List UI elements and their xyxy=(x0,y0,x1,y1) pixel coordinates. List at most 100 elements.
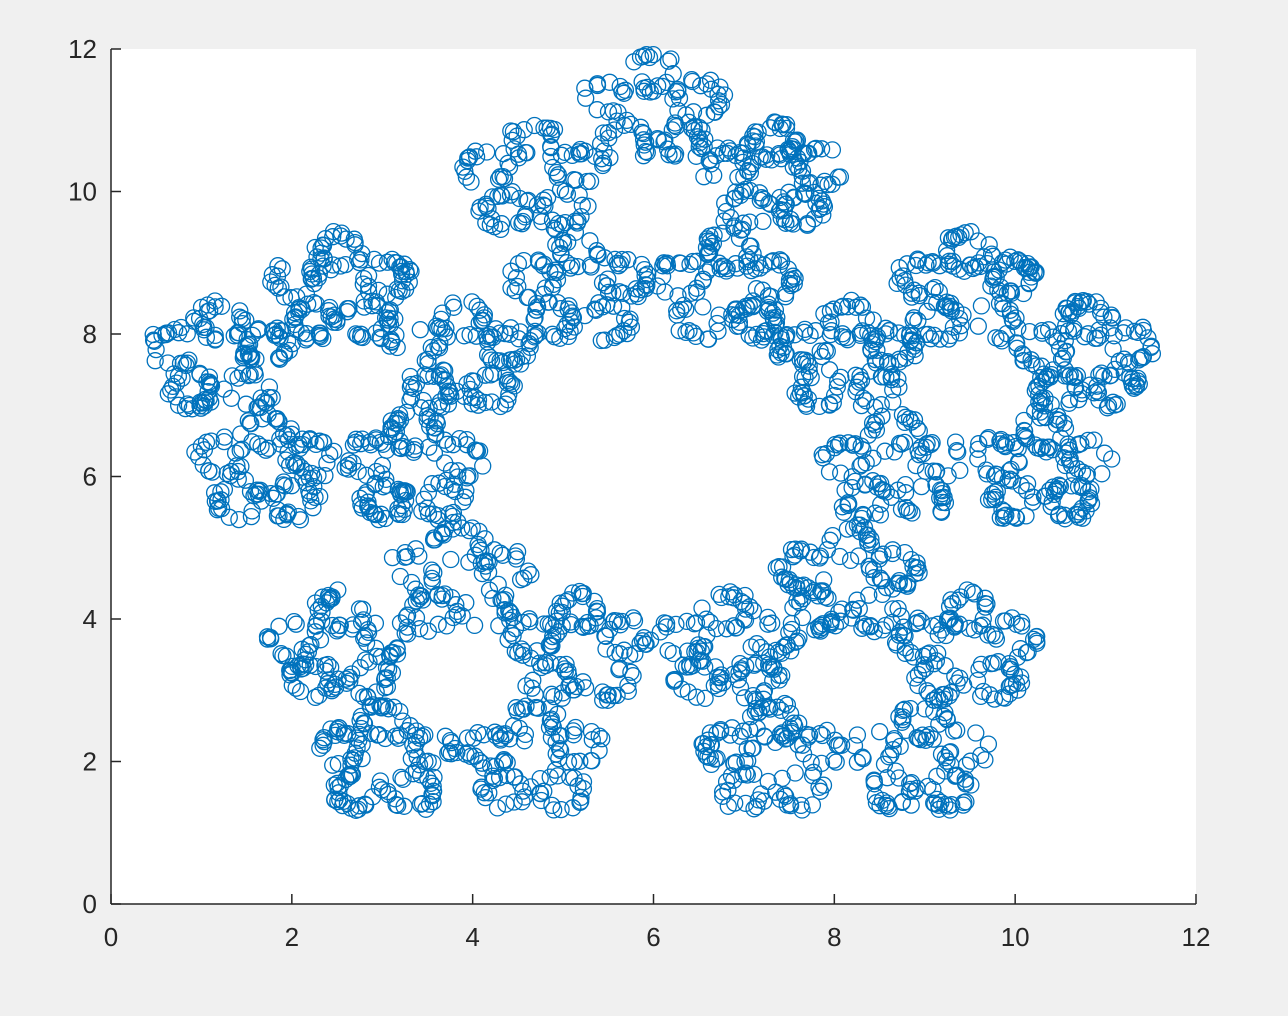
scatter-point xyxy=(718,144,736,162)
scatter-point xyxy=(759,608,777,627)
scatter-point xyxy=(930,715,948,733)
scatter-point xyxy=(323,616,342,635)
scatter-point xyxy=(663,121,681,139)
scatter-point xyxy=(1099,397,1118,415)
scatter-point xyxy=(1125,322,1144,341)
scatter-point xyxy=(798,216,817,234)
scatter-point xyxy=(1038,367,1057,386)
scatter-point xyxy=(507,550,526,568)
scatter-point xyxy=(345,749,364,767)
scatter-point xyxy=(974,610,992,628)
scatter-point xyxy=(499,154,517,172)
scatter-point xyxy=(961,752,980,770)
scatter-point xyxy=(309,269,327,287)
scatter-point xyxy=(890,434,909,453)
scatter-point xyxy=(669,287,687,305)
scatter-point xyxy=(701,233,719,251)
scatter-point xyxy=(520,334,538,353)
scatter-point xyxy=(381,315,400,334)
scatter-point xyxy=(1069,477,1088,496)
scatter-point xyxy=(861,362,879,380)
scatter-point xyxy=(863,421,882,439)
scatter-point xyxy=(270,617,288,635)
scatter-point xyxy=(669,82,687,100)
scatter-point xyxy=(396,543,414,562)
scatter-point xyxy=(362,698,380,716)
scatter-point xyxy=(1025,263,1043,281)
scatter-point xyxy=(665,671,683,689)
scatter-point xyxy=(1028,634,1046,652)
scatter-point xyxy=(901,324,919,342)
scatter-point xyxy=(821,531,839,549)
scatter-point xyxy=(638,143,656,162)
scatter-point xyxy=(1031,403,1050,421)
scatter-point xyxy=(1024,630,1043,649)
scatter-point xyxy=(767,559,785,577)
scatter-point xyxy=(767,114,785,132)
scatter-point xyxy=(778,796,796,814)
scatter-point xyxy=(268,267,287,285)
scatter-point xyxy=(946,433,965,451)
scatter-point xyxy=(744,739,762,757)
scatter-point xyxy=(633,632,652,650)
scatter-point xyxy=(353,749,371,768)
scatter-point xyxy=(225,327,243,345)
scatter-point xyxy=(544,619,563,637)
scatter-point xyxy=(929,615,947,633)
scatter-point xyxy=(710,585,728,604)
scatter-point xyxy=(796,351,815,369)
scatter-point xyxy=(1030,377,1048,395)
scatter-point xyxy=(889,370,907,388)
scatter-point xyxy=(735,689,754,707)
scatter-point xyxy=(467,327,485,345)
scatter-point xyxy=(905,281,923,299)
scatter-point xyxy=(979,735,998,753)
scatter-point xyxy=(684,324,702,342)
scatter-point xyxy=(884,580,902,598)
scatter-point xyxy=(1000,654,1018,673)
scatter-point xyxy=(459,467,477,485)
scatter-point xyxy=(664,145,682,164)
scatter-point xyxy=(563,256,581,275)
scatter-point xyxy=(931,330,949,348)
scatter-point xyxy=(937,241,956,260)
scatter-point xyxy=(482,351,501,369)
scatter-point xyxy=(306,688,325,707)
scatter-point xyxy=(359,623,378,642)
scatter-point xyxy=(194,456,212,474)
scatter-point xyxy=(783,620,801,639)
scatter-point xyxy=(859,526,877,544)
scatter-point xyxy=(810,397,828,416)
scatter-point xyxy=(449,468,467,486)
scatter-point xyxy=(866,350,884,369)
scatter-point xyxy=(398,439,416,457)
scatter-point xyxy=(547,221,565,239)
scatter-point xyxy=(965,585,984,603)
scatter-point xyxy=(866,398,884,416)
scatter-point xyxy=(1056,419,1075,438)
scatter-point xyxy=(864,560,883,579)
scatter-point xyxy=(413,502,431,520)
scatter-point xyxy=(844,600,862,619)
scatter-point xyxy=(791,384,810,402)
scatter-point xyxy=(782,276,800,295)
scatter-point xyxy=(752,785,770,803)
scatter-point xyxy=(753,148,772,166)
scatter-point xyxy=(729,671,747,689)
scatter-point xyxy=(355,269,373,288)
scatter-point xyxy=(621,646,639,665)
scatter-point xyxy=(411,321,429,339)
scatter-point xyxy=(717,620,736,638)
scatter-point xyxy=(342,665,361,683)
scatter-point xyxy=(545,687,563,706)
scatter-point xyxy=(473,754,491,772)
scatter-point xyxy=(514,646,532,664)
scatter-point xyxy=(916,462,935,480)
scatter-point xyxy=(748,798,766,816)
scatter-point xyxy=(411,587,430,605)
scatter-point xyxy=(561,768,579,787)
scatter-point xyxy=(480,581,499,599)
scatter-point xyxy=(1067,505,1085,523)
scatter-point xyxy=(558,316,576,334)
scatter-point xyxy=(457,168,476,186)
